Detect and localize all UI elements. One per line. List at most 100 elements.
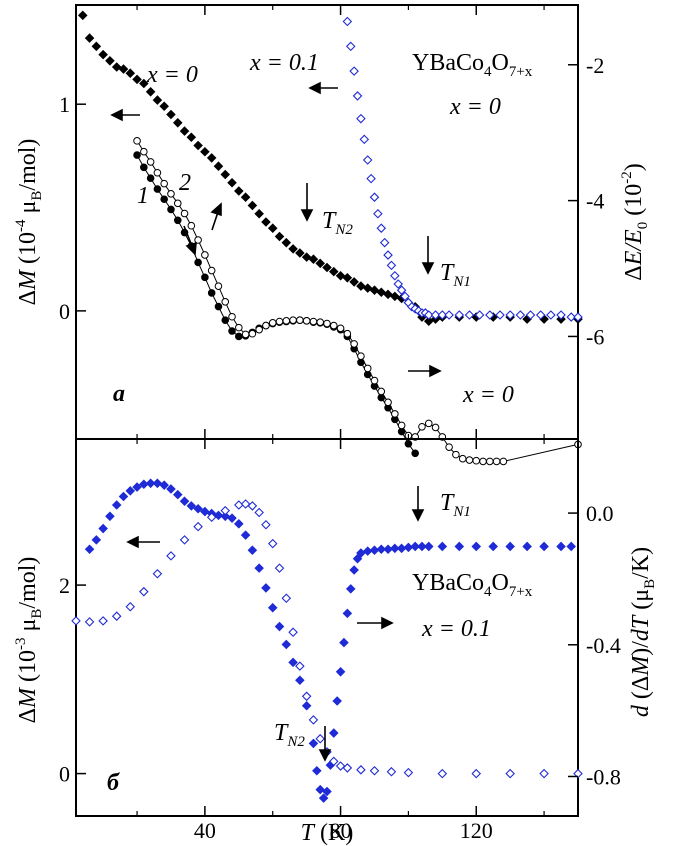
data-point [318,793,329,803]
data-point [159,101,169,112]
data-point [84,617,95,627]
data-point [167,190,175,198]
data-point [488,541,498,552]
panel-b-series-0 [84,478,576,803]
data-point [160,195,168,204]
data-point [485,310,495,320]
data-point [396,543,407,554]
data-point [240,530,251,540]
data-point [454,310,465,320]
panel-a-series-1 [342,16,583,322]
arrow-down-tn2-a [300,183,314,222]
data-point [400,291,410,302]
panel-b-left-ylabel: ΔM (10-3 μB/mol) [13,557,45,724]
panel-b-x01-label: x = 0.1 [421,616,491,642]
data-point [342,273,353,283]
data-point [301,700,312,711]
data-point [369,545,380,555]
data-point [234,519,244,529]
data-point [193,503,203,514]
y-left-tick-label: 1 [59,92,70,117]
y-right-tick-label: -4 [586,189,604,214]
data-point [146,174,155,182]
data-point [125,601,136,612]
data-point [206,153,217,163]
data-point [152,478,163,489]
data-point [173,216,182,225]
data-point [288,657,298,668]
data-point [235,323,243,332]
panel-b-label: б [107,770,120,796]
data-point [363,364,372,373]
data-point [152,568,163,579]
x0-top-right-label: x = 0 [449,94,501,120]
data-point [173,199,182,208]
data-point [342,16,353,27]
data-point [132,74,142,85]
panel-a-right-ylabel: ΔE/E0 (10-2) [619,163,651,280]
data-point [220,169,231,180]
panel-b-frame [75,438,579,817]
data-point [152,95,163,105]
data-point [316,318,325,326]
data-point [105,511,115,522]
data-point [386,766,397,777]
data-point [315,258,325,269]
data-point [423,541,434,552]
panel-b-series-1 [71,499,583,779]
data-point [227,513,237,523]
data-point [228,327,236,335]
arrow-down-tn1-a [421,236,435,275]
data-point [78,10,88,21]
y-right-tick-label: -2 [586,53,604,78]
data-point [98,49,108,60]
data-point [539,768,549,779]
data-point [166,551,176,561]
data-point [505,768,515,779]
data-point [146,158,155,166]
y-right-tick-label: -6 [586,324,604,349]
data-point [437,541,448,552]
y-left-tick-label: 0 [59,299,70,324]
data-point [281,639,292,650]
data-point [241,330,250,339]
data-point [444,310,454,320]
data-point [261,583,271,593]
data-point [362,283,373,293]
data-point [145,478,156,489]
data-point [295,675,305,686]
panel-b-series [71,478,583,803]
data-point [213,161,224,171]
panel-a-series-3 [133,137,582,466]
panel-b-xlabel: T (K) [301,820,354,846]
data-point [472,456,481,465]
data-point [274,563,285,573]
data-point [369,765,380,776]
data-point [281,237,292,248]
data-point [172,489,183,500]
data-point [366,173,376,184]
tn2-label-a: TN2 [322,208,353,238]
data-point [471,541,482,552]
data-point [193,521,203,532]
data-point [352,553,363,564]
data-point [301,252,312,262]
data-point [240,499,251,509]
data-point [539,541,549,552]
data-point [522,541,532,552]
data-point [91,41,102,52]
data-point [261,217,271,227]
data-point [479,457,487,466]
panel-a-left-ylabel: ΔM (10-4 μB/mol) [13,139,45,306]
data-point [418,422,426,431]
data-point [282,317,291,325]
data-point [166,484,176,494]
data-point [350,340,358,348]
data-point [84,544,95,555]
data-point [234,186,244,196]
data-point [220,511,231,522]
data-point [194,236,202,244]
curve-1-label: 1 [137,183,149,209]
